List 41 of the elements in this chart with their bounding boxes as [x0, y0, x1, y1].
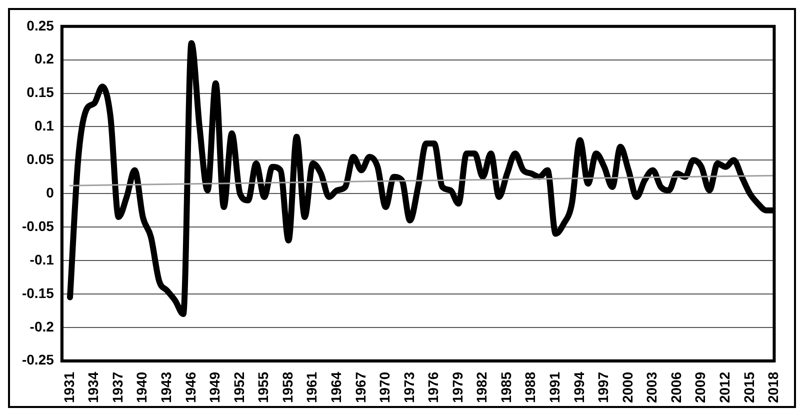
x-tick-label: 2009: [692, 372, 708, 404]
x-tick-label: 1994: [570, 372, 587, 404]
x-tick-label: 1946: [182, 372, 198, 404]
y-tick-label: -0.15: [22, 284, 54, 301]
y-tick-label: -0.1: [30, 251, 54, 268]
y-tick-label: -0.25: [22, 352, 54, 368]
x-tick-label: 1991: [546, 372, 563, 404]
x-tick-label: 2006: [668, 372, 684, 404]
y-tick-label: 0.2: [34, 50, 54, 67]
x-tick-label: 2015: [740, 372, 757, 404]
x-tick-label: 1940: [134, 372, 150, 404]
y-tick-label: 0.1: [34, 118, 54, 134]
x-tick-label: 2018: [765, 372, 782, 404]
x-tick-label: 1976: [425, 372, 442, 404]
x-tick-label: 1931: [60, 372, 77, 404]
x-tick-label: 1958: [279, 372, 296, 404]
x-tick-label: 2003: [644, 372, 660, 404]
y-tick-label: -0.2: [30, 318, 54, 334]
x-tick-label: 1961: [304, 372, 320, 404]
x-tick-label: 1970: [376, 372, 393, 404]
x-tick-label: 1949: [206, 372, 223, 404]
x-tick-label: 1952: [230, 372, 247, 404]
y-tick-label: -0.05: [22, 218, 54, 234]
x-tick-label: 2012: [716, 372, 732, 404]
x-tick-label: 1964: [328, 372, 344, 404]
x-tick-label: 1955: [255, 372, 272, 404]
x-tick-label: 1937: [109, 372, 126, 404]
x-tick-label: 1979: [449, 372, 466, 404]
x-tick-label: 1943: [158, 372, 174, 404]
y-tick-label: 0.25: [26, 17, 54, 34]
x-tick-label: 1997: [595, 372, 612, 404]
x-tick-label: 1988: [522, 372, 538, 404]
y-tick-label: 0: [46, 184, 54, 200]
x-tick-label: 1967: [352, 372, 368, 404]
x-tick-label: 1982: [474, 372, 490, 404]
y-tick-label: 0.05: [26, 151, 54, 168]
x-tick-label: 1934: [85, 372, 102, 404]
x-tick-label: 2000: [619, 372, 636, 404]
x-tick-label: 1985: [498, 372, 514, 404]
y-tick-label: 0.15: [26, 84, 54, 100]
x-tick-label: 1973: [400, 372, 417, 404]
